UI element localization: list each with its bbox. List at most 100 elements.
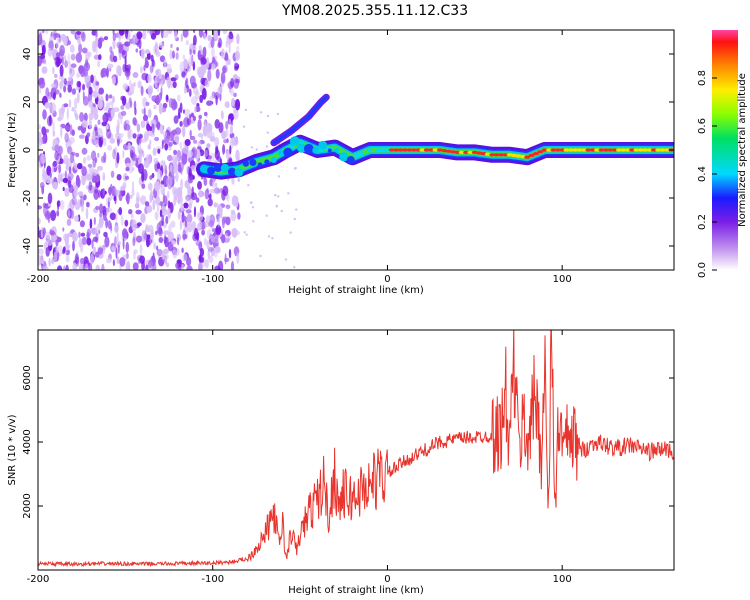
noise-point — [52, 161, 57, 168]
noise-point — [236, 33, 240, 45]
signal-track-point — [206, 166, 216, 175]
noise-point — [100, 155, 106, 163]
noise-point — [173, 115, 179, 124]
noise-point — [59, 44, 65, 57]
noise-point — [125, 166, 130, 172]
signal-track-point — [278, 150, 284, 156]
noise-point — [214, 187, 221, 195]
noise-point — [236, 252, 240, 264]
noise-point — [136, 123, 141, 133]
noise-point — [180, 178, 184, 190]
signal-track-point — [620, 148, 627, 152]
noise-point — [62, 186, 65, 192]
noise-point — [150, 194, 154, 201]
noise-point — [59, 64, 64, 77]
x-tick-label: 100 — [553, 274, 572, 285]
noise-point — [293, 217, 296, 221]
noise-point — [104, 69, 110, 74]
noise-point — [177, 237, 180, 246]
noise-point — [245, 233, 248, 236]
noise-point — [222, 65, 228, 74]
noise-point — [193, 49, 196, 55]
snr-frame — [37, 329, 675, 571]
noise-point — [71, 196, 77, 206]
noise-point — [83, 112, 88, 122]
noise-point — [67, 180, 72, 188]
noise-point — [114, 224, 119, 234]
noise-point — [214, 203, 219, 208]
noise-point — [189, 129, 192, 138]
noise-point — [187, 221, 193, 233]
noise-point — [52, 181, 58, 190]
noise-point — [111, 76, 117, 85]
noise-point — [275, 204, 279, 208]
signal-track-point — [554, 148, 561, 152]
noise-point — [235, 149, 240, 161]
noise-point — [88, 86, 93, 95]
noise-point — [129, 194, 133, 199]
noise-point — [158, 237, 164, 243]
noise-point — [38, 77, 45, 85]
noise-point — [171, 240, 177, 245]
signal-track-point — [567, 148, 574, 152]
noise-point — [167, 154, 173, 162]
noise-point — [81, 166, 87, 177]
noise-point — [165, 209, 168, 215]
noise-point — [160, 185, 166, 196]
noise-point — [206, 229, 212, 240]
noise-point — [61, 56, 64, 66]
signal-track-point — [406, 148, 413, 152]
noise-point — [144, 134, 148, 140]
noise-point — [67, 172, 74, 181]
noise-point — [38, 205, 43, 210]
noise-point — [49, 114, 52, 126]
noise-point — [127, 91, 133, 96]
noise-point — [182, 145, 189, 154]
noise-point — [157, 148, 161, 154]
noise-point — [93, 189, 99, 201]
noise-point — [228, 248, 232, 259]
noise-point — [221, 111, 224, 120]
noise-point — [41, 126, 47, 136]
noise-point — [64, 170, 67, 181]
noise-point — [266, 131, 269, 134]
noise-point — [208, 194, 211, 199]
noise-point — [80, 232, 86, 237]
noise-point — [165, 216, 169, 225]
noise-point — [191, 44, 197, 52]
noise-point — [81, 47, 88, 54]
noise-point — [157, 85, 160, 93]
noise-point — [233, 92, 237, 98]
colorbar-ticks: 0.0 0.2 0.4 0.6 0.8 — [697, 70, 717, 278]
noise-point — [129, 100, 133, 109]
noise-point — [170, 43, 173, 49]
noise-point — [68, 136, 75, 144]
noise-point — [66, 232, 73, 238]
x-tick-label: -200 — [27, 574, 50, 585]
noise-point — [132, 262, 139, 270]
noise-point — [158, 73, 162, 80]
noise-point — [101, 263, 105, 270]
noise-point — [144, 60, 149, 69]
noise-point — [81, 236, 88, 246]
noise-point — [59, 92, 62, 98]
noise-point — [158, 102, 163, 115]
noise-point — [154, 76, 158, 89]
y-tick-label: 4000 — [22, 429, 33, 454]
noise-point — [109, 100, 113, 106]
noise-point — [265, 214, 268, 217]
signal-track-point — [388, 148, 395, 152]
noise-point — [112, 55, 118, 63]
noise-point — [83, 61, 90, 72]
noise-point — [182, 125, 186, 138]
noise-point — [190, 165, 197, 172]
y-tick-label: -20 — [22, 190, 33, 206]
noise-point — [137, 222, 142, 227]
noise-point — [109, 212, 117, 221]
signal-track-point — [289, 136, 300, 147]
noise-point — [151, 263, 157, 270]
signal-track-point — [380, 148, 387, 152]
noise-point — [95, 205, 100, 210]
noise-point — [220, 48, 225, 59]
